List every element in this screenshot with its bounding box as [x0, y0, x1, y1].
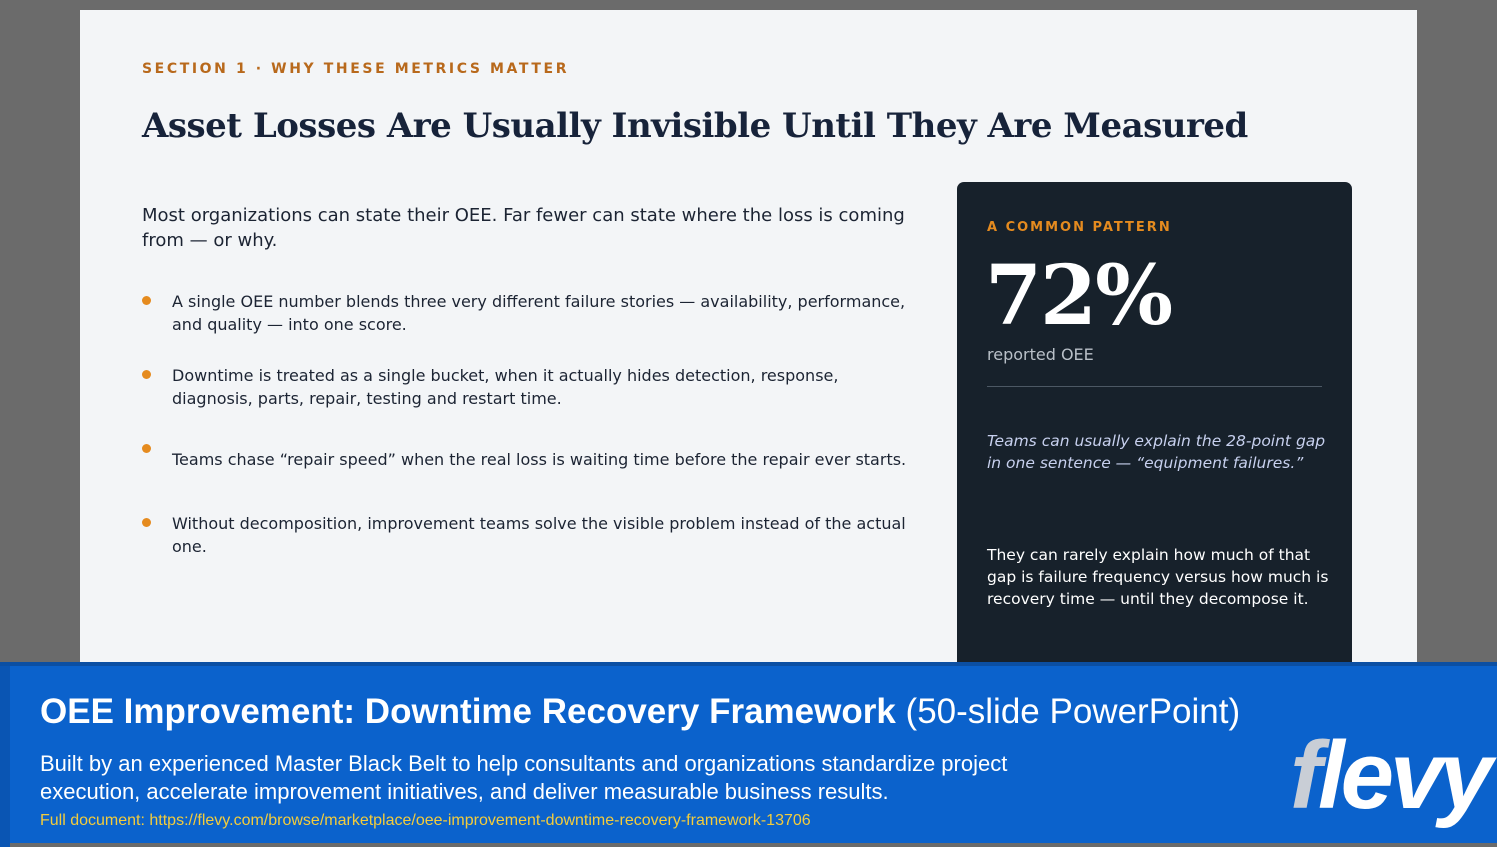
banner-title-bold: OEE Improvement: Downtime Recovery Frame…	[40, 692, 896, 731]
slide-title: Asset Losses Are Usually Invisible Until…	[142, 106, 1248, 146]
flevy-logo: flevy	[1290, 722, 1493, 829]
bullet-dot-icon	[142, 444, 151, 453]
section-eyebrow: SECTION 1 · WHY THESE METRICS MATTER	[142, 61, 570, 77]
card-body: They can rarely explain how much of that…	[987, 546, 1329, 608]
bullet-text: Teams chase “repair speed” when the real…	[172, 450, 907, 469]
bullet-text: A single OEE number blends three very di…	[172, 292, 906, 334]
banner-edge	[0, 666, 10, 847]
banner-description: Built by an experienced Master Black Bel…	[40, 751, 1008, 804]
slide: SECTION 1 · WHY THESE METRICS MATTER Ass…	[80, 10, 1417, 670]
card-sub-label: reported OEE	[987, 345, 1094, 364]
common-pattern-card: A COMMON PATTERN 72% reported OEE Teams …	[957, 182, 1352, 670]
card-quote: Teams can usually explain the 28-point g…	[987, 432, 1326, 472]
bullet-dot-icon	[142, 296, 151, 305]
bullet-dot-icon	[142, 370, 151, 379]
lead-paragraph: Most organizations can state their OEE. …	[142, 205, 905, 251]
bullet-text: Downtime is treated as a single bucket, …	[172, 366, 839, 408]
promo-banner: OEE Improvement: Downtime Recovery Frame…	[0, 662, 1497, 847]
banner-title-light: (50-slide PowerPoint)	[895, 692, 1241, 731]
card-divider	[987, 386, 1322, 387]
bullet-text: Without decomposition, improvement teams…	[172, 514, 906, 556]
full-document-link[interactable]: Full document: https://flevy.com/browse/…	[40, 812, 811, 829]
bullet-dot-icon	[142, 518, 151, 527]
card-kicker: A COMMON PATTERN	[987, 220, 1172, 235]
banner-title: OEE Improvement: Downtime Recovery Frame…	[40, 692, 1240, 732]
card-big-value: 72%	[985, 248, 1173, 344]
